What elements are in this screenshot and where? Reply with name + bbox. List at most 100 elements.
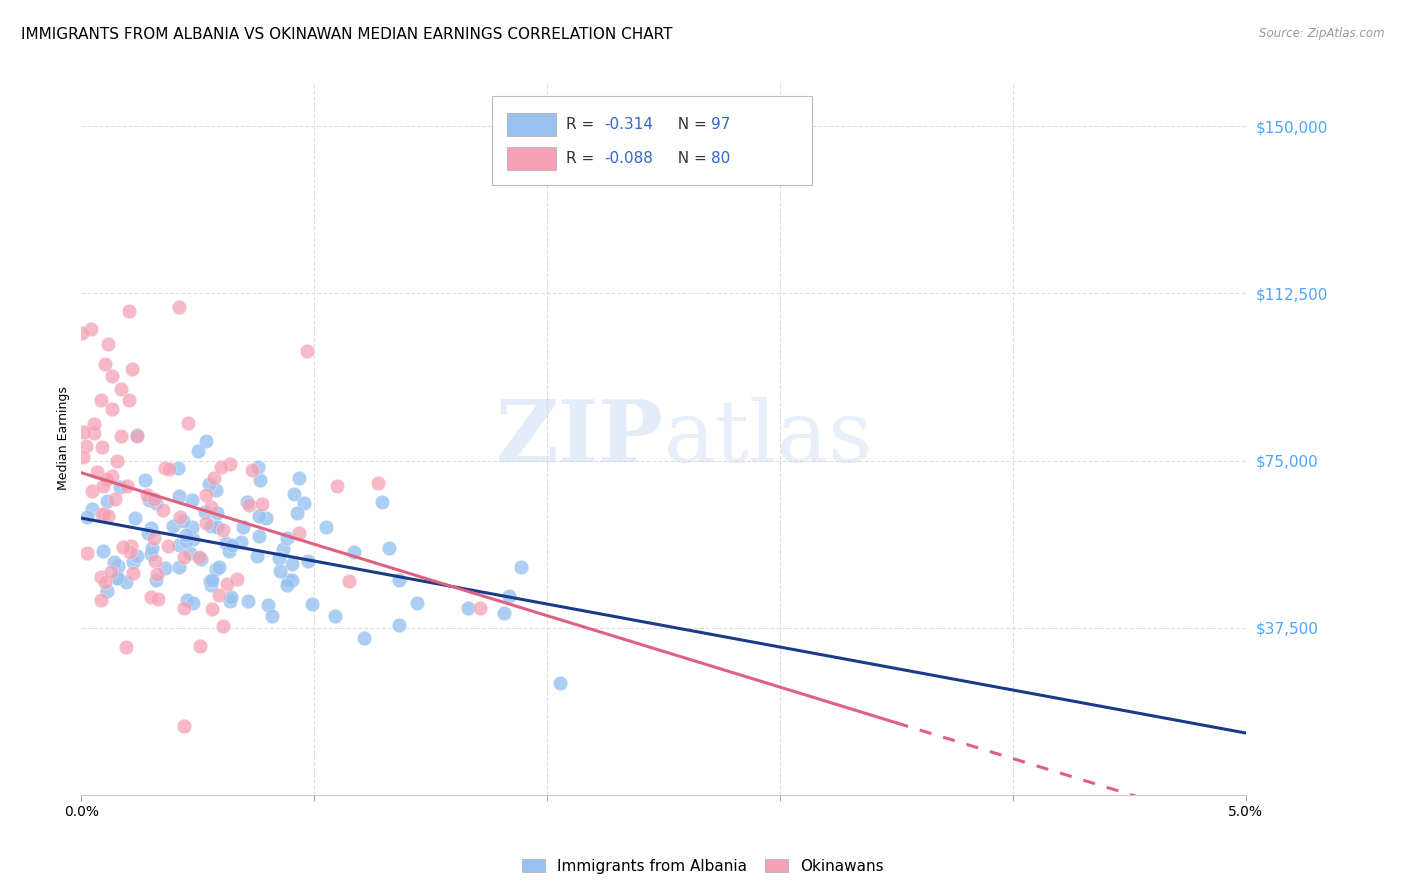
Point xyxy=(100,566,122,580)
Point xyxy=(343,545,366,559)
Point xyxy=(267,551,290,566)
Point xyxy=(250,497,273,511)
Point xyxy=(104,491,127,506)
Point xyxy=(110,429,132,443)
Point xyxy=(181,532,204,546)
Point xyxy=(205,483,228,497)
Point xyxy=(167,300,190,314)
Point xyxy=(91,507,114,521)
Point xyxy=(173,719,195,733)
Point xyxy=(76,510,98,524)
Point xyxy=(117,479,139,493)
Point xyxy=(110,383,132,397)
Point xyxy=(231,535,253,549)
Point xyxy=(173,601,195,615)
Point xyxy=(155,461,177,475)
FancyBboxPatch shape xyxy=(492,96,813,186)
Point xyxy=(212,523,235,537)
Point xyxy=(118,545,141,559)
Point xyxy=(120,539,142,553)
Point xyxy=(76,546,98,560)
Text: 97: 97 xyxy=(711,117,731,132)
Point xyxy=(107,571,129,585)
Point xyxy=(271,542,294,557)
Point xyxy=(70,326,93,341)
FancyBboxPatch shape xyxy=(508,113,557,136)
Point xyxy=(138,492,160,507)
Point xyxy=(219,593,242,607)
Point xyxy=(238,498,260,512)
Point xyxy=(135,488,157,502)
Point xyxy=(180,520,202,534)
Point xyxy=(202,470,225,484)
Point xyxy=(145,496,167,510)
Text: N =: N = xyxy=(668,151,711,166)
Point xyxy=(201,574,224,588)
Point xyxy=(292,496,315,510)
Text: IMMIGRANTS FROM ALBANIA VS OKINAWAN MEDIAN EARNINGS CORRELATION CHART: IMMIGRANTS FROM ALBANIA VS OKINAWAN MEDI… xyxy=(21,27,672,42)
Point xyxy=(80,501,103,516)
Point xyxy=(208,559,231,574)
Point xyxy=(215,535,238,549)
Text: -0.314: -0.314 xyxy=(605,117,652,132)
Point xyxy=(353,631,375,645)
Point xyxy=(405,596,427,610)
Point xyxy=(86,465,108,479)
Point xyxy=(75,439,97,453)
Point xyxy=(240,463,263,477)
Point xyxy=(169,559,191,574)
Point xyxy=(107,558,129,573)
Point xyxy=(246,549,269,564)
Point xyxy=(297,553,319,567)
Point xyxy=(97,508,120,523)
Point xyxy=(371,495,394,509)
Point xyxy=(141,590,163,604)
Point xyxy=(276,578,298,592)
Point xyxy=(315,520,337,534)
Text: Source: ZipAtlas.com: Source: ZipAtlas.com xyxy=(1260,27,1385,40)
Point xyxy=(141,541,163,555)
Point xyxy=(288,525,311,540)
Point xyxy=(235,495,257,509)
Point xyxy=(105,454,128,468)
Point xyxy=(238,594,260,608)
Point xyxy=(145,573,167,587)
Point xyxy=(143,492,166,507)
Point xyxy=(141,547,163,561)
Point xyxy=(83,426,105,441)
Point xyxy=(281,557,304,571)
Point xyxy=(249,473,271,487)
Point xyxy=(103,555,125,569)
Point xyxy=(73,425,96,439)
Point xyxy=(152,503,174,517)
Point xyxy=(112,541,135,555)
Point xyxy=(115,640,138,654)
Point xyxy=(169,509,191,524)
Point xyxy=(200,578,222,592)
Text: R =: R = xyxy=(565,117,599,132)
Point xyxy=(167,538,190,552)
Point xyxy=(107,571,129,585)
Point xyxy=(142,532,165,546)
Point xyxy=(157,462,180,476)
Point xyxy=(101,469,124,483)
Y-axis label: Median Earnings: Median Earnings xyxy=(58,386,70,491)
Point xyxy=(100,368,122,383)
Point xyxy=(510,559,533,574)
Point xyxy=(139,521,162,535)
Point xyxy=(208,588,231,602)
Point xyxy=(167,461,190,475)
Point xyxy=(93,508,115,522)
Point xyxy=(176,417,198,431)
Point xyxy=(195,516,218,530)
Point xyxy=(269,564,291,578)
Point xyxy=(388,573,411,587)
Point xyxy=(172,514,194,528)
Point xyxy=(96,583,118,598)
Point xyxy=(125,549,148,563)
Point xyxy=(247,508,270,523)
Point xyxy=(548,676,571,690)
Point xyxy=(254,511,277,525)
Point xyxy=(80,322,103,336)
Point xyxy=(96,473,118,487)
